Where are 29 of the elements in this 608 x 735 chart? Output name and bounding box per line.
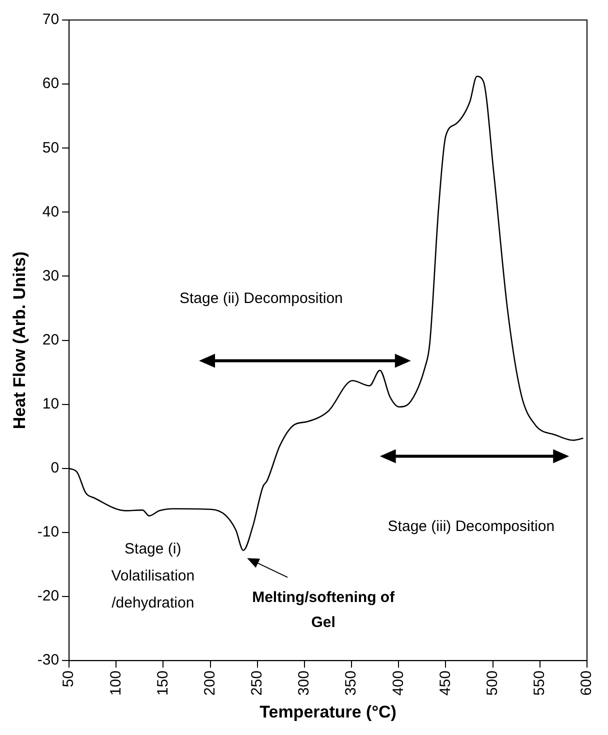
x-tick-label: 150 — [154, 670, 172, 696]
y-tick-label: 60 — [42, 75, 60, 92]
y-tick-label: 10 — [42, 395, 60, 412]
x-tick-label: 200 — [201, 670, 218, 696]
y-tick-label: -30 — [37, 652, 60, 669]
y-tick-label: 30 — [42, 267, 60, 284]
y-tick-label: 70 — [42, 11, 60, 28]
x-tick-label: 350 — [342, 670, 360, 696]
y-tick-label: 50 — [42, 139, 60, 156]
x-tick-label: 450 — [436, 670, 454, 696]
x-tick-label: 300 — [296, 670, 313, 696]
y-tick-label: -10 — [37, 524, 60, 541]
x-tick-label: 550 — [531, 670, 548, 696]
y-tick-label: 20 — [42, 331, 60, 348]
y-axis-title: Heat Flow (Arb. Units) — [10, 252, 29, 430]
x-tick-label: 600 — [578, 670, 596, 696]
annotation: Stage (i) Volatilisation /dehydration — [111, 540, 195, 612]
x-tick-label: 50 — [60, 670, 78, 688]
y-tick-label: 0 — [50, 460, 60, 477]
y-tick-label: 40 — [42, 203, 60, 220]
annotation: Stage (iii) Decomposition — [388, 518, 555, 535]
y-tick-label: -20 — [37, 588, 60, 605]
x-tick-label: 500 — [484, 670, 501, 696]
x-tick-label: 100 — [107, 670, 124, 696]
annotation: Melting/softening of Gel — [252, 588, 396, 631]
x-tick-label: 250 — [248, 670, 266, 696]
x-tick-label: 400 — [390, 670, 407, 696]
annotation: Stage (ii) Decomposition — [179, 290, 343, 307]
x-axis-title: Temperature (°C) — [260, 702, 396, 722]
